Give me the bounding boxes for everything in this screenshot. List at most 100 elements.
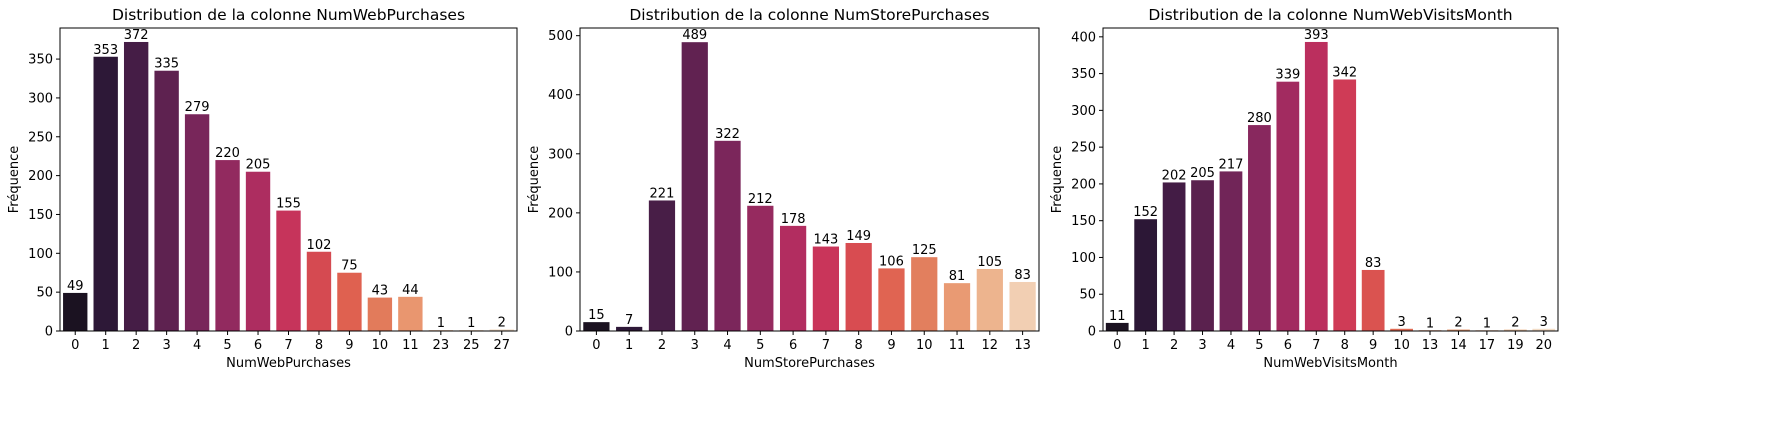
x-tick-label: 12 <box>982 338 999 353</box>
y-tick-label: 200 <box>1071 177 1096 192</box>
data-label: 221 <box>650 186 675 201</box>
x-tick-label: 5 <box>1255 338 1263 353</box>
x-tick-label: 10 <box>1393 338 1410 353</box>
bar <box>583 322 610 331</box>
data-label: 217 <box>1219 157 1244 172</box>
bar <box>1105 322 1129 331</box>
data-label: 212 <box>748 192 773 207</box>
y-tick-label: 400 <box>548 88 573 103</box>
x-tick-label: 10 <box>916 338 933 353</box>
bar <box>1134 219 1158 331</box>
bar <box>123 41 149 331</box>
x-tick-label: 20 <box>1536 338 1553 353</box>
x-tick-label: 8 <box>315 338 323 353</box>
data-label: 2 <box>1511 316 1519 331</box>
x-tick-label: 4 <box>193 338 201 353</box>
bar <box>1219 171 1243 331</box>
data-label: 322 <box>715 127 740 142</box>
bar <box>911 257 938 331</box>
bar <box>648 200 676 331</box>
data-label: 205 <box>246 158 271 173</box>
x-axis-label: NumStorePurchases <box>744 356 875 371</box>
x-tick-label: 6 <box>1284 338 1292 353</box>
x-tick-label: 2 <box>1170 338 1178 353</box>
data-label: 220 <box>215 146 240 161</box>
data-label: 353 <box>93 43 118 58</box>
y-tick-label: 350 <box>1071 67 1096 82</box>
data-label: 178 <box>781 212 806 227</box>
data-label: 2 <box>498 315 506 330</box>
x-tick-label: 1 <box>625 338 633 353</box>
x-tick-label: 5 <box>756 338 764 353</box>
bar <box>337 272 362 331</box>
y-tick-label: 250 <box>1071 141 1096 156</box>
bar <box>1248 125 1271 331</box>
x-tick-label: 0 <box>1113 338 1121 353</box>
data-label: 149 <box>846 229 871 244</box>
data-label: 342 <box>1332 65 1357 80</box>
data-label: 393 <box>1304 28 1329 43</box>
data-label: 489 <box>682 28 707 43</box>
y-tick-label: 100 <box>28 247 53 262</box>
data-label: 205 <box>1190 166 1215 181</box>
bar <box>184 114 210 332</box>
data-label: 75 <box>341 259 358 274</box>
x-tick-label: 0 <box>592 338 600 353</box>
plot-frame <box>1102 27 1559 332</box>
data-label: 279 <box>185 100 210 115</box>
y-axis-label: Fréquence <box>527 146 542 213</box>
data-label: 83 <box>1365 256 1382 271</box>
bar <box>714 140 741 331</box>
x-tick-label: 13 <box>1014 338 1031 353</box>
chart-title: Distribution de la colonne NumWebPurchas… <box>112 6 465 24</box>
data-label: 1 <box>437 316 445 331</box>
y-tick-label: 350 <box>28 53 53 68</box>
y-axis-label: Fréquence <box>1050 146 1065 213</box>
bar <box>779 225 807 331</box>
data-label: 202 <box>1162 168 1187 183</box>
x-tick-label: 3 <box>162 338 170 353</box>
data-label: 43 <box>372 284 389 299</box>
y-axis-label: Fréquence <box>7 146 22 213</box>
data-label: 3 <box>1540 315 1548 330</box>
x-tick-label: 3 <box>1198 338 1206 353</box>
data-label: 335 <box>154 57 179 72</box>
data-label: 106 <box>879 254 904 269</box>
x-tick-label: 3 <box>691 338 699 353</box>
bar <box>616 326 643 331</box>
data-label: 49 <box>67 279 84 294</box>
bar <box>747 205 774 331</box>
bar <box>398 296 423 331</box>
data-label: 3 <box>1397 315 1405 330</box>
y-tick-label: 300 <box>548 147 573 162</box>
bar <box>367 297 393 331</box>
y-tick-label: 150 <box>28 208 53 223</box>
bar <box>943 283 971 331</box>
data-label: 44 <box>402 283 419 298</box>
y-tick-label: 50 <box>1079 288 1096 303</box>
y-tick-label: 0 <box>1088 325 1096 340</box>
bar <box>1390 328 1413 331</box>
data-label: 155 <box>276 197 301 212</box>
data-label: 339 <box>1275 68 1300 83</box>
bar <box>215 160 240 331</box>
x-tick-label: 1 <box>102 338 110 353</box>
x-tick-label: 19 <box>1507 338 1524 353</box>
chart-title: Distribution de la colonne NumStorePurch… <box>629 6 989 24</box>
data-label: 143 <box>813 233 838 248</box>
plot-frame <box>579 27 1040 332</box>
y-tick-label: 300 <box>1071 104 1096 119</box>
y-tick-label: 400 <box>1071 30 1096 45</box>
x-tick-label: 9 <box>1369 338 1377 353</box>
data-label: 102 <box>307 238 332 253</box>
bar <box>845 242 872 331</box>
x-tick-label: 8 <box>855 338 863 353</box>
data-label: 7 <box>625 313 633 328</box>
x-tick-label: 23 <box>433 338 450 353</box>
x-tick-label: 7 <box>284 338 292 353</box>
x-tick-label: 11 <box>402 338 419 353</box>
bar <box>154 70 179 331</box>
x-tick-label: 11 <box>949 338 966 353</box>
data-label: 2 <box>1454 316 1462 331</box>
